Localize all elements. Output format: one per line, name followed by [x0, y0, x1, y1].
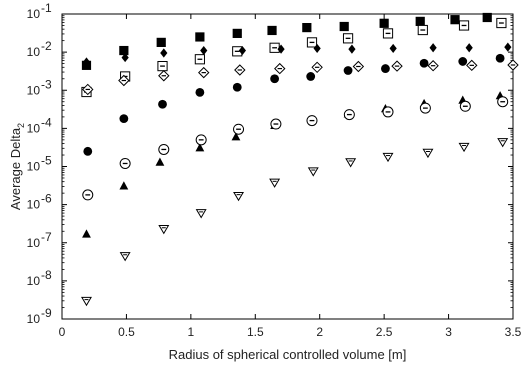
open-triangle-down-marker	[233, 191, 245, 202]
filled-circle-marker	[83, 146, 93, 156]
open-triangle-down-marker	[269, 178, 281, 188]
axis-ticks	[61, 13, 514, 320]
y-tick-label: 10	[27, 198, 41, 212]
open-triangle-down-marker	[345, 158, 357, 168]
y-tick-label-exponent: -5	[41, 154, 52, 168]
filled-square-marker	[156, 37, 166, 47]
open-triangle-down-marker	[458, 142, 470, 153]
open-triangle-down-marker	[119, 252, 131, 262]
open-triangle-down-marker	[307, 167, 319, 177]
y-tick-label-base: 10	[27, 45, 41, 59]
filled-circle-marker	[419, 58, 429, 68]
y-tick-label-exponent: -2	[41, 39, 52, 53]
filled-triangle-marker	[82, 229, 91, 238]
y-axis-title-subscript: 2	[16, 123, 26, 128]
y-tick-label-base: 10	[27, 312, 41, 326]
y-tick-label-base: 10	[27, 198, 41, 212]
filled-triangle-marker	[119, 181, 129, 190]
y-tick-label-exponent: -9	[41, 306, 52, 320]
open-triangle-down-marker	[81, 296, 92, 307]
y-tick-label-exponent: -7	[41, 230, 52, 244]
y-tick-label-base: 10	[27, 236, 41, 250]
open-triangle-down-marker	[497, 138, 509, 148]
filled-diamond-marker	[429, 43, 437, 53]
open-triangle-down-marker	[422, 148, 434, 159]
filled-diamond-marker	[277, 44, 285, 54]
y-tick-label: 10	[27, 274, 41, 288]
filled-circle-marker	[195, 87, 205, 97]
y-tick-label: 10	[27, 7, 41, 21]
filled-square-marker	[415, 16, 425, 26]
filled-diamond-marker	[465, 43, 473, 53]
y-tick-label: 10	[27, 312, 41, 326]
filled-circle-marker	[381, 64, 390, 73]
y-tick-label-base: 10	[27, 121, 41, 135]
filled-diamond-marker	[313, 43, 321, 54]
x-tick-label: 1	[188, 325, 195, 339]
x-tick-label: 1.5	[247, 325, 264, 339]
y-axis-title-text: Average Delta	[8, 127, 23, 210]
filled-diamond-marker	[121, 52, 129, 63]
y-tick-label-exponent: -4	[41, 115, 52, 129]
filled-circle-marker	[232, 82, 242, 92]
filled-circle-marker	[306, 72, 316, 81]
y-tick-label: 10	[27, 83, 41, 97]
filled-square-marker	[379, 18, 389, 28]
open-triangle-down-marker	[158, 225, 170, 235]
y-tick-label-exponent: -6	[41, 192, 52, 206]
filled-circle-marker	[158, 99, 167, 109]
y-tick-label: 10	[27, 236, 41, 250]
filled-diamond-marker	[82, 57, 91, 67]
y-tick-label-base: 10	[27, 83, 41, 97]
x-tick-label: 3.5	[505, 325, 522, 339]
filled-circle-marker	[458, 57, 468, 66]
filled-circle-marker	[119, 114, 129, 124]
filled-circle-marker	[270, 74, 280, 84]
filled-diamond-marker	[160, 48, 168, 58]
filled-triangle-marker	[231, 132, 241, 141]
x-tick-label: 0.5	[118, 325, 135, 339]
filled-diamond-marker	[200, 45, 208, 56]
open-triangle-down-marker	[382, 152, 394, 163]
y-tick-label: 10	[27, 121, 41, 135]
filled-circle-marker	[343, 66, 353, 75]
x-tick-label: 3	[445, 325, 452, 339]
x-axis-title: Radius of spherical controlled volume [m…	[169, 347, 407, 362]
y-tick-label: 10	[27, 160, 41, 174]
y-axis-title: Average Delta2	[8, 123, 26, 210]
y-tick-label-base: 10	[27, 160, 41, 174]
filled-square-marker	[482, 12, 492, 23]
filled-square-marker	[267, 25, 277, 36]
filled-square-marker	[339, 21, 349, 32]
x-tick-label: 0	[59, 325, 66, 339]
x-tick-label: 2	[316, 325, 323, 339]
y-tick-label-base: 10	[27, 7, 41, 21]
axis-tick-labels: 0 0.5 1 1.5 2 2.5 3 3.510-910-810-710-610-510-4…	[27, 1, 522, 339]
filled-diamond-marker	[504, 42, 512, 52]
filled-diamond-marker	[238, 45, 246, 56]
filled-square-marker	[302, 22, 312, 33]
filled-circle-marker	[495, 53, 505, 63]
x-tick-label: 2.5	[376, 325, 393, 339]
y-tick-label-exponent: -3	[41, 77, 52, 91]
y-tick-label: 10	[27, 45, 41, 59]
filled-square-marker	[232, 28, 242, 38]
open-triangle-down-marker	[195, 209, 207, 219]
y-tick-label-exponent: -8	[41, 268, 52, 282]
filled-square-marker	[119, 45, 129, 56]
filled-square-marker	[450, 15, 460, 25]
filled-square-marker	[195, 32, 205, 42]
filled-diamond-marker	[348, 44, 356, 54]
y-tick-label-base: 10	[27, 274, 41, 288]
y-tick-label-exponent: -1	[41, 1, 52, 15]
filled-diamond-marker	[389, 43, 397, 54]
data-markers	[81, 12, 519, 307]
filled-triangle-marker	[155, 157, 165, 166]
filled-triangle-marker	[195, 143, 205, 152]
